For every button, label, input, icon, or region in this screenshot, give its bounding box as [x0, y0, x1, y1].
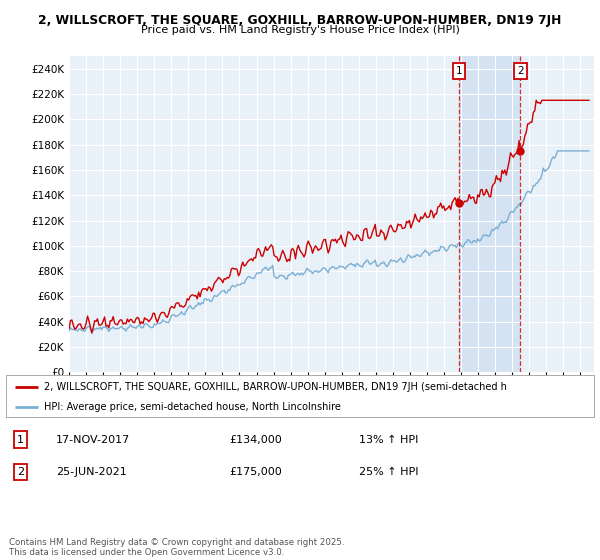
Text: 1: 1 — [17, 435, 24, 445]
Text: HPI: Average price, semi-detached house, North Lincolnshire: HPI: Average price, semi-detached house,… — [44, 402, 341, 412]
Text: £134,000: £134,000 — [229, 435, 282, 445]
Text: 2, WILLSCROFT, THE SQUARE, GOXHILL, BARROW-UPON-HUMBER, DN19 7JH (semi-detached : 2, WILLSCROFT, THE SQUARE, GOXHILL, BARR… — [44, 381, 507, 391]
Text: 2: 2 — [517, 66, 524, 76]
Text: 1: 1 — [455, 66, 463, 76]
Text: Price paid vs. HM Land Registry's House Price Index (HPI): Price paid vs. HM Land Registry's House … — [140, 25, 460, 35]
Text: 13% ↑ HPI: 13% ↑ HPI — [359, 435, 418, 445]
Bar — [459, 56, 520, 372]
Text: 2, WILLSCROFT, THE SQUARE, GOXHILL, BARROW-UPON-HUMBER, DN19 7JH: 2, WILLSCROFT, THE SQUARE, GOXHILL, BARR… — [38, 14, 562, 27]
Text: 25-JUN-2021: 25-JUN-2021 — [56, 467, 127, 477]
Text: 25% ↑ HPI: 25% ↑ HPI — [359, 467, 418, 477]
Text: Contains HM Land Registry data © Crown copyright and database right 2025.
This d: Contains HM Land Registry data © Crown c… — [9, 538, 344, 557]
Text: 2: 2 — [17, 467, 24, 477]
Text: 17-NOV-2017: 17-NOV-2017 — [56, 435, 130, 445]
Text: £175,000: £175,000 — [229, 467, 282, 477]
